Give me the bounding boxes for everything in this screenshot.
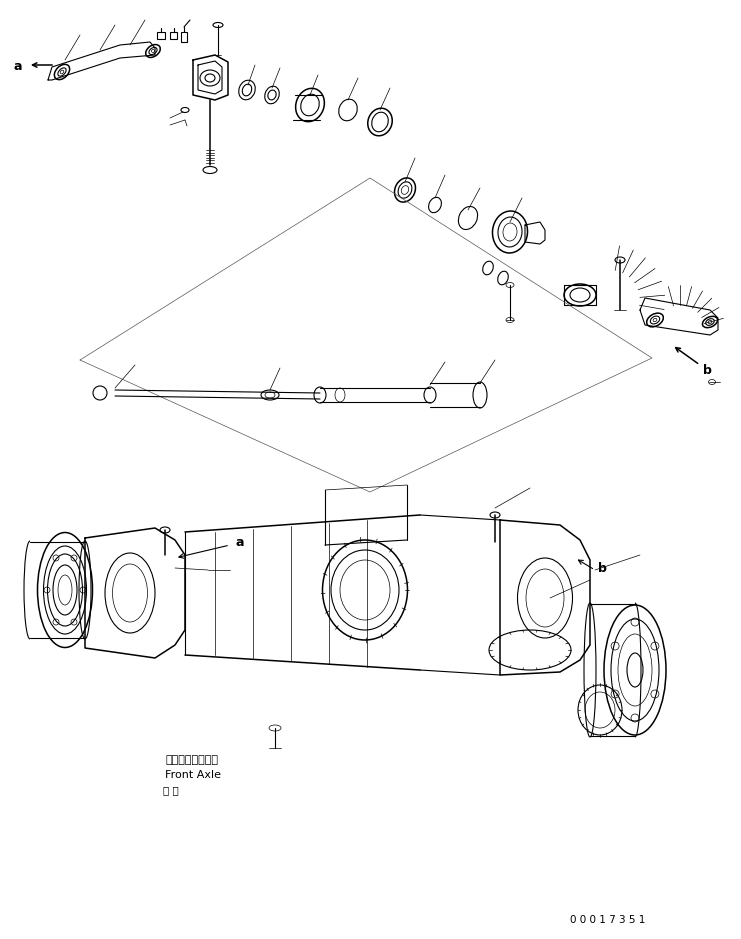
Text: － －: － －: [163, 785, 179, 795]
Text: 0 0 0 1 7 3 5 1: 0 0 0 1 7 3 5 1: [570, 915, 645, 925]
Text: b: b: [598, 562, 607, 575]
Text: a: a: [14, 60, 22, 73]
Text: b: b: [703, 363, 712, 377]
Bar: [157, 32, 165, 39]
Bar: [181, 32, 187, 42]
Text: a: a: [235, 536, 244, 549]
Bar: [170, 32, 177, 39]
Text: Front Axle: Front Axle: [165, 770, 221, 780]
Text: フロントアクスル: フロントアクスル: [165, 755, 218, 765]
